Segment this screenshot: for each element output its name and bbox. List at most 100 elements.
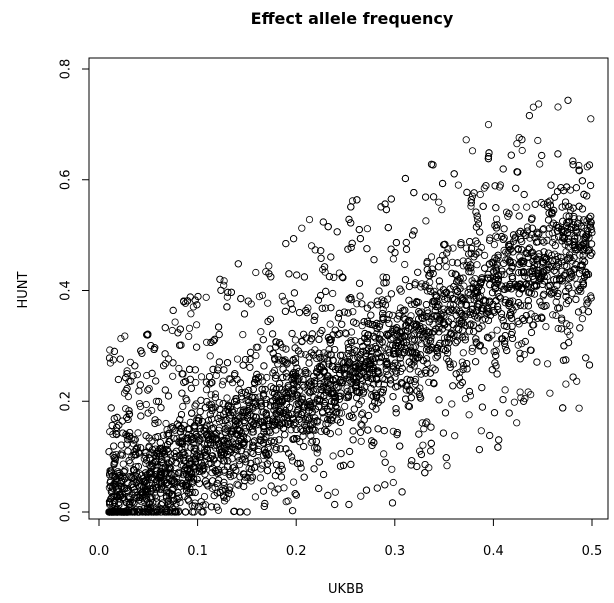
data-point <box>288 305 296 313</box>
data-point <box>126 428 134 437</box>
data-point <box>202 378 210 386</box>
data-point <box>255 292 263 301</box>
data-point <box>230 507 238 516</box>
data-point <box>485 308 493 316</box>
data-point <box>554 150 562 158</box>
data-point <box>134 429 142 437</box>
data-point <box>566 321 574 330</box>
data-point <box>177 479 185 487</box>
data-point <box>491 359 499 367</box>
data-point <box>458 358 466 366</box>
data-point <box>493 370 501 378</box>
data-point <box>492 232 500 240</box>
data-point <box>317 254 325 262</box>
data-point <box>343 387 352 395</box>
data-point <box>415 430 423 438</box>
data-point <box>507 285 515 293</box>
data-point <box>381 481 389 489</box>
data-point <box>341 329 349 337</box>
data-point <box>263 373 271 382</box>
data-point <box>174 329 182 337</box>
data-point <box>180 378 188 387</box>
data-point <box>345 358 353 366</box>
data-point <box>211 393 219 402</box>
data-point <box>275 380 284 388</box>
data-point <box>539 269 548 277</box>
data-point <box>156 438 164 447</box>
data-point <box>336 329 344 338</box>
data-point <box>221 428 230 436</box>
data-point <box>177 410 186 419</box>
data-point <box>193 475 201 483</box>
data-point <box>244 297 252 305</box>
data-point <box>206 380 214 388</box>
data-point <box>523 223 532 231</box>
data-point <box>374 425 382 433</box>
data-point <box>348 239 356 247</box>
data-point <box>212 371 220 380</box>
data-point <box>281 307 289 315</box>
data-point <box>143 479 151 487</box>
data-point <box>448 400 456 408</box>
data-point <box>329 452 337 460</box>
data-point <box>373 297 381 305</box>
data-point <box>345 346 353 354</box>
data-point <box>337 379 346 387</box>
data-point <box>421 283 429 291</box>
data-point <box>238 388 246 397</box>
data-point <box>498 335 507 343</box>
data-point <box>373 324 381 332</box>
data-point <box>298 337 306 345</box>
data-point <box>402 386 410 394</box>
data-point <box>234 453 242 461</box>
data-point <box>478 403 486 411</box>
data-point <box>485 236 494 244</box>
data-point <box>493 233 501 242</box>
data-point <box>553 188 562 196</box>
data-point <box>275 408 283 416</box>
data-point <box>200 492 209 501</box>
data-point <box>294 399 302 407</box>
data-point <box>349 354 358 363</box>
data-point <box>242 451 250 459</box>
data-point <box>457 239 465 247</box>
data-point <box>159 431 167 439</box>
data-point <box>288 389 297 397</box>
data-point <box>217 449 225 457</box>
data-point <box>181 451 189 459</box>
data-point <box>173 495 181 503</box>
data-point <box>254 343 262 351</box>
data-point <box>327 350 335 358</box>
data-point <box>449 244 457 252</box>
data-point <box>571 223 580 231</box>
data-point <box>282 369 290 377</box>
data-point <box>265 270 273 278</box>
data-point <box>299 432 307 440</box>
data-point <box>471 358 480 366</box>
data-point <box>136 381 144 389</box>
data-point <box>347 378 355 386</box>
data-point <box>169 306 177 314</box>
data-point <box>518 340 526 348</box>
data-point <box>258 291 267 299</box>
data-point <box>456 274 464 282</box>
data-point <box>393 324 401 332</box>
data-point <box>426 337 435 345</box>
data-point <box>444 245 452 253</box>
data-point <box>410 377 418 386</box>
data-point <box>367 311 375 319</box>
data-point <box>252 351 260 360</box>
data-point <box>223 394 231 402</box>
data-point <box>246 363 254 371</box>
data-point <box>545 230 553 238</box>
data-point <box>316 380 324 388</box>
data-point <box>320 263 329 271</box>
data-point <box>501 343 509 351</box>
data-point <box>400 349 408 357</box>
data-point <box>441 409 450 417</box>
data-point <box>208 484 216 492</box>
data-point <box>196 407 204 416</box>
data-point <box>202 386 211 394</box>
data-point <box>257 328 265 336</box>
